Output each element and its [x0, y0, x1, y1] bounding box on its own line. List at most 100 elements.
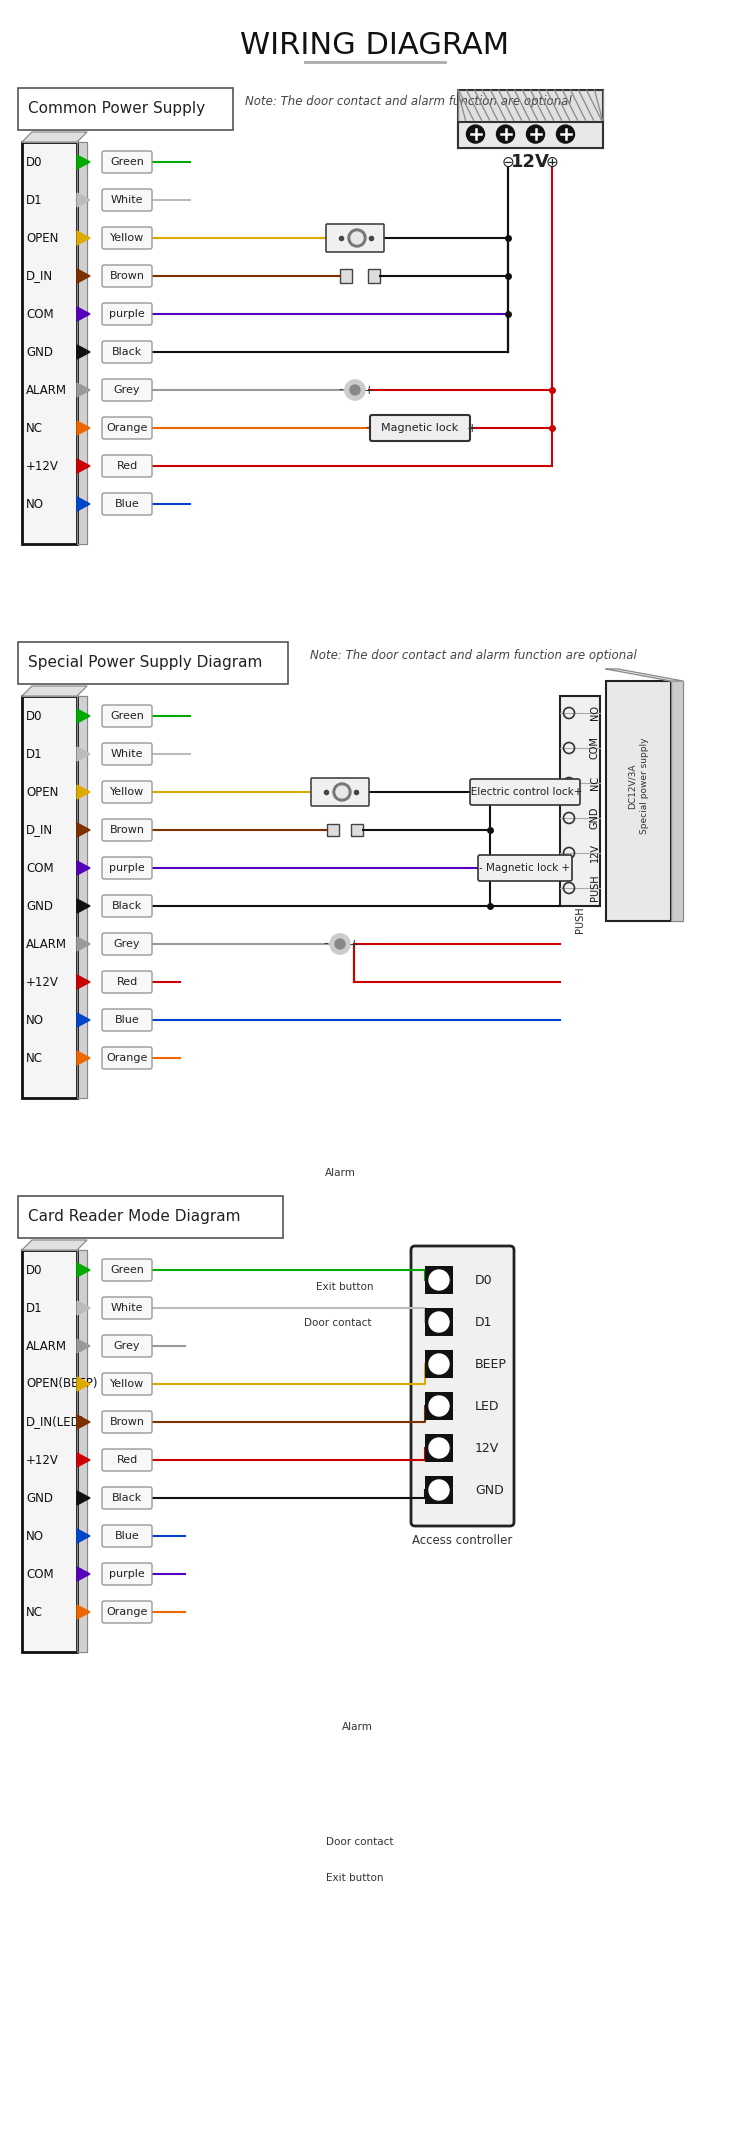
Polygon shape — [77, 860, 90, 875]
FancyBboxPatch shape — [102, 1411, 152, 1434]
Text: PUSH: PUSH — [590, 875, 600, 901]
Text: D_IN: D_IN — [26, 824, 53, 837]
FancyBboxPatch shape — [102, 152, 152, 173]
FancyBboxPatch shape — [18, 87, 233, 130]
FancyBboxPatch shape — [102, 1562, 152, 1586]
Polygon shape — [671, 681, 683, 922]
Polygon shape — [77, 1492, 90, 1504]
FancyBboxPatch shape — [102, 819, 152, 841]
Text: Exit button: Exit button — [326, 1874, 384, 1882]
Text: COM: COM — [590, 736, 600, 760]
Text: Green: Green — [110, 158, 144, 166]
Circle shape — [330, 935, 350, 954]
FancyBboxPatch shape — [102, 1048, 152, 1069]
FancyBboxPatch shape — [606, 681, 671, 922]
Circle shape — [429, 1438, 449, 1458]
Text: D0: D0 — [26, 708, 43, 723]
Polygon shape — [77, 459, 90, 474]
Polygon shape — [77, 1566, 90, 1581]
FancyBboxPatch shape — [425, 1434, 453, 1462]
Circle shape — [556, 126, 574, 143]
Text: PUSH: PUSH — [575, 907, 585, 933]
Text: Brown: Brown — [110, 271, 145, 282]
Text: COM: COM — [26, 1568, 54, 1581]
Text: Alarm: Alarm — [325, 1167, 356, 1178]
Text: ALARM: ALARM — [26, 1340, 67, 1353]
Polygon shape — [77, 420, 90, 435]
Polygon shape — [77, 307, 90, 320]
Text: Note: The door contact and alarm function are optional: Note: The door contact and alarm functio… — [245, 96, 572, 109]
FancyBboxPatch shape — [458, 90, 602, 147]
Text: Red: Red — [116, 977, 138, 988]
Text: D1: D1 — [475, 1315, 493, 1329]
Text: D0: D0 — [26, 1263, 43, 1276]
FancyBboxPatch shape — [311, 779, 369, 807]
Text: Magnetic lock: Magnetic lock — [381, 423, 458, 433]
FancyBboxPatch shape — [102, 1600, 152, 1624]
Circle shape — [335, 939, 345, 950]
Text: -: - — [324, 937, 328, 950]
Polygon shape — [77, 1251, 87, 1652]
Text: D1: D1 — [26, 194, 43, 207]
FancyBboxPatch shape — [470, 779, 580, 805]
FancyBboxPatch shape — [102, 933, 152, 956]
Text: WIRING DIAGRAM: WIRING DIAGRAM — [241, 30, 509, 60]
Text: Common Power Supply: Common Power Supply — [28, 102, 205, 117]
Text: D_IN: D_IN — [26, 269, 53, 282]
Text: -Electric control lock+: -Electric control lock+ — [467, 787, 583, 796]
Polygon shape — [77, 269, 90, 284]
FancyBboxPatch shape — [102, 1297, 152, 1319]
FancyBboxPatch shape — [326, 224, 384, 252]
Text: Black: Black — [112, 348, 142, 356]
Polygon shape — [22, 685, 87, 696]
Text: Green: Green — [110, 711, 144, 721]
FancyBboxPatch shape — [102, 1009, 152, 1031]
FancyBboxPatch shape — [102, 190, 152, 211]
FancyBboxPatch shape — [102, 894, 152, 918]
Polygon shape — [77, 156, 90, 169]
FancyBboxPatch shape — [102, 781, 152, 802]
Circle shape — [348, 228, 366, 248]
Polygon shape — [77, 1302, 90, 1315]
Text: Blue: Blue — [115, 1016, 140, 1024]
Circle shape — [429, 1396, 449, 1417]
FancyBboxPatch shape — [18, 642, 288, 685]
Text: NC: NC — [26, 423, 43, 435]
FancyBboxPatch shape — [102, 1372, 152, 1396]
FancyBboxPatch shape — [425, 1351, 453, 1379]
Text: Orange: Orange — [106, 423, 148, 433]
FancyBboxPatch shape — [22, 143, 77, 544]
Polygon shape — [77, 1338, 90, 1353]
Text: Door contact: Door contact — [304, 1319, 372, 1327]
Text: Exit button: Exit button — [316, 1283, 374, 1291]
Text: COM: COM — [26, 307, 54, 320]
Text: NC: NC — [26, 1605, 43, 1618]
Polygon shape — [77, 346, 90, 359]
Polygon shape — [77, 1605, 90, 1620]
Text: 12V: 12V — [590, 843, 600, 862]
Polygon shape — [22, 132, 87, 143]
Text: purple: purple — [110, 862, 145, 873]
Polygon shape — [77, 1415, 90, 1430]
Text: NO: NO — [590, 706, 600, 721]
Text: Card Reader Mode Diagram: Card Reader Mode Diagram — [28, 1210, 241, 1225]
Polygon shape — [77, 1014, 90, 1026]
Text: +: + — [364, 384, 374, 397]
FancyBboxPatch shape — [102, 858, 152, 879]
FancyBboxPatch shape — [340, 269, 352, 284]
Text: NC: NC — [26, 1052, 43, 1065]
Text: Red: Red — [116, 461, 138, 472]
Polygon shape — [77, 1453, 90, 1466]
Text: Black: Black — [112, 901, 142, 911]
Text: +: + — [349, 937, 359, 950]
Circle shape — [526, 126, 544, 143]
Text: Yellow: Yellow — [110, 1379, 144, 1389]
Text: Red: Red — [116, 1455, 138, 1466]
Text: GND: GND — [590, 807, 600, 830]
Text: OPEN: OPEN — [26, 785, 58, 798]
FancyBboxPatch shape — [102, 1336, 152, 1357]
FancyBboxPatch shape — [102, 1526, 152, 1547]
Text: +12V: +12V — [26, 1453, 58, 1466]
Text: LED: LED — [475, 1400, 500, 1413]
Circle shape — [350, 384, 360, 395]
